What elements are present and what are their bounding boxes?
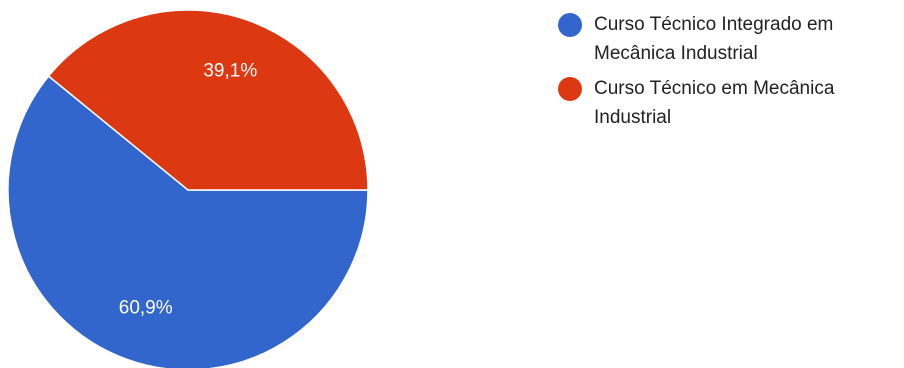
pie-slice-integrado[interactable] xyxy=(7,75,369,368)
legend-item-integrado[interactable]: Curso Técnico Integrado em Mecânica Indu… xyxy=(556,10,896,68)
legend-label-integrado: Curso Técnico Integrado em Mecânica Indu… xyxy=(594,14,834,64)
legend-label-tecnico: Curso Técnico em Mecânica Industrial xyxy=(594,78,835,128)
legend-item-tecnico[interactable]: Curso Técnico em Mecânica Industrial xyxy=(556,74,896,132)
legend: Curso Técnico Integrado em Mecânica Indu… xyxy=(556,10,896,138)
legend-swatch-tecnico xyxy=(558,77,582,101)
legend-swatch-integrado xyxy=(558,13,582,37)
slice-label-tecnico: 39,1% xyxy=(203,60,257,81)
pie-slice-tecnico[interactable] xyxy=(47,9,369,191)
slice-label-integrado: 60,9% xyxy=(119,298,173,319)
